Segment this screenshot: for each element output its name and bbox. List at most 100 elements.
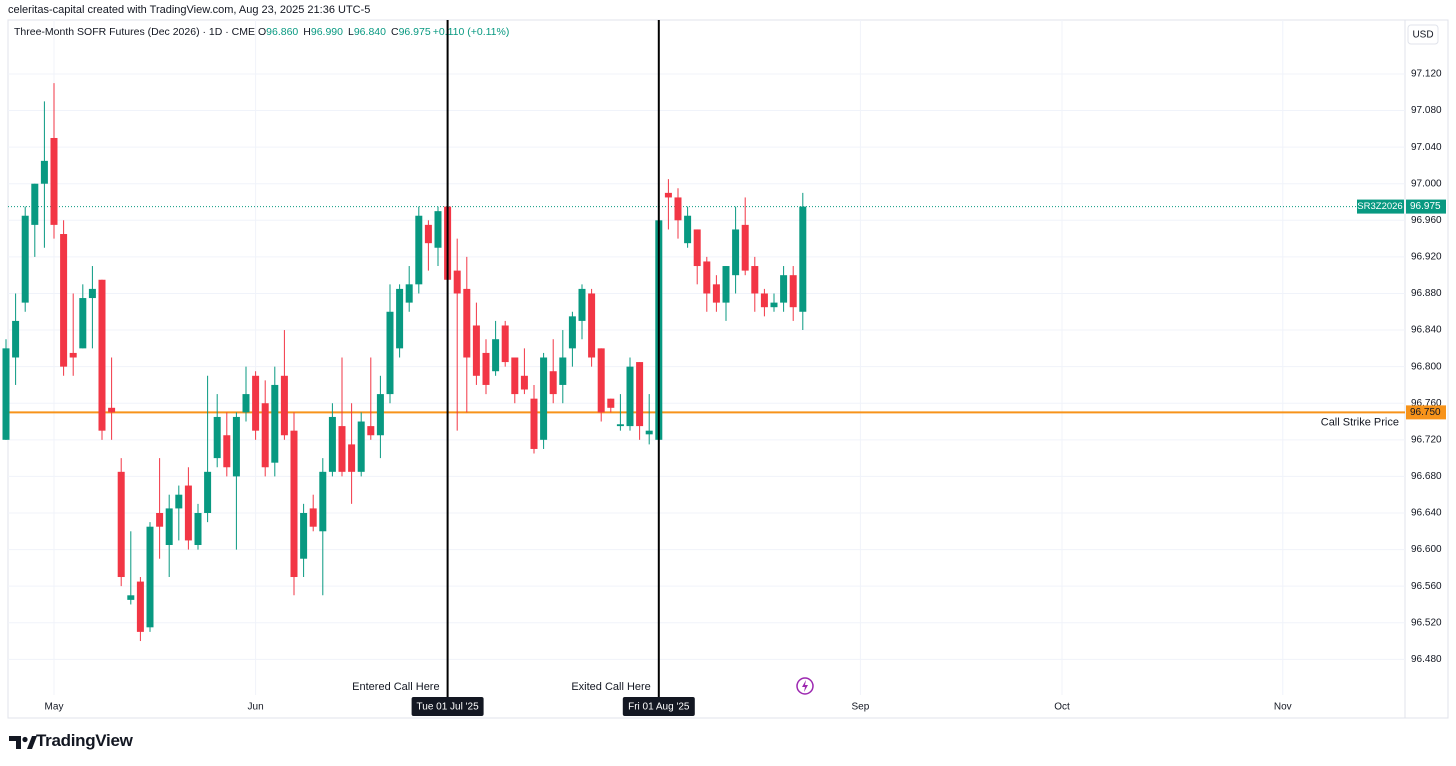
candle-body — [40, 160, 48, 184]
candle-body — [549, 371, 557, 395]
y-tick-label: 96.720 — [1411, 434, 1442, 445]
candle-body — [501, 325, 509, 363]
currency-box[interactable] — [1407, 24, 1439, 45]
candle-body — [674, 197, 682, 221]
watermark: celeritas-capital created with TradingVi… — [8, 4, 371, 16]
candle-body — [492, 339, 500, 372]
candle-body — [204, 471, 212, 513]
candle-body — [127, 595, 135, 600]
y-tick-label: 97.000 — [1411, 178, 1442, 189]
x-tick-label: Fri 01 Aug '25 — [628, 702, 690, 713]
candle-body — [69, 352, 77, 358]
candle-body — [88, 288, 96, 299]
candle-body — [693, 229, 701, 267]
candle-body — [568, 316, 576, 349]
y-tick-label: 96.680 — [1411, 471, 1442, 482]
last-price-label: 96.975 — [1410, 201, 1441, 212]
candle-body — [760, 293, 768, 308]
y-tick-label: 96.520 — [1411, 617, 1442, 628]
y-tick-label: 97.120 — [1411, 69, 1442, 80]
x-tick-label: Jun — [248, 702, 264, 713]
candle-body — [664, 192, 672, 198]
candle-body — [12, 320, 20, 358]
candle-body — [453, 270, 461, 294]
candle-body — [213, 416, 221, 459]
y-tick-label: 96.600 — [1411, 544, 1442, 555]
candle-body — [328, 416, 336, 472]
candle-body — [367, 426, 375, 436]
legend-key: H — [303, 26, 311, 38]
candle-body — [300, 512, 308, 559]
y-tick-label: 96.480 — [1411, 654, 1442, 665]
grid — [8, 20, 1405, 695]
candle-body — [463, 288, 471, 358]
candle-body — [146, 526, 154, 628]
candle-body — [520, 375, 528, 390]
candle-body — [722, 266, 730, 303]
candle-body — [559, 357, 567, 385]
candle-body — [684, 215, 692, 244]
alert-icon[interactable] — [796, 677, 814, 695]
symbol-box — [1357, 199, 1404, 214]
candle-body — [588, 293, 596, 358]
last-price-box — [1406, 199, 1446, 214]
candle-body — [511, 357, 519, 395]
y-tick-label: 96.960 — [1411, 215, 1442, 226]
candle-body — [156, 512, 164, 527]
candle-body — [789, 275, 797, 308]
x-tick-label: Nov — [1274, 702, 1292, 713]
legend-key: L — [348, 26, 354, 38]
candle-body — [338, 426, 346, 472]
candle-body — [290, 430, 298, 578]
candle-body — [540, 357, 548, 440]
y-tick-label: 96.880 — [1411, 288, 1442, 299]
candle-body — [376, 394, 384, 436]
legend-value: 96.990 — [310, 26, 343, 38]
y-tick-label: 97.040 — [1411, 142, 1442, 153]
candle-body — [636, 362, 644, 427]
candle-body — [21, 215, 29, 303]
legend-key: C — [390, 26, 399, 38]
y-tick-label: 97.080 — [1411, 105, 1442, 116]
y-tick-label: 96.840 — [1411, 325, 1442, 336]
candle-body — [712, 284, 720, 303]
candle-body — [271, 384, 279, 463]
candle-body — [2, 348, 10, 440]
marker-text: Entered Call Here — [352, 681, 439, 693]
y-tick-label: 96.640 — [1411, 508, 1442, 519]
candle-body — [136, 581, 144, 632]
candle-body — [79, 298, 87, 349]
candle-body — [597, 348, 605, 413]
legend-value: 96.975 — [398, 26, 431, 38]
marker-text: Exited Call Here — [571, 681, 650, 693]
candle-body — [223, 435, 231, 468]
candle-body — [175, 494, 183, 509]
candle-body — [319, 471, 327, 532]
candle-body — [309, 508, 317, 527]
brand: TradingView — [36, 731, 133, 750]
candle-body — [607, 398, 615, 408]
candle-body — [261, 403, 269, 468]
legend-change: +0.110 (+0.11%) — [432, 26, 510, 38]
candle-body — [184, 485, 192, 541]
candle-body — [396, 288, 404, 349]
candle-body — [348, 444, 356, 472]
x-tick-label: Oct — [1054, 702, 1070, 713]
candle-body — [252, 375, 260, 431]
candle-body — [165, 508, 173, 545]
candle-body — [31, 183, 39, 225]
logo-icon — [9, 736, 37, 749]
candle-body — [405, 284, 413, 303]
x-tick-highlight — [622, 697, 695, 716]
candle-body — [741, 224, 749, 271]
candle-body — [232, 416, 240, 477]
candle-body — [703, 261, 711, 294]
candle-body — [98, 279, 106, 431]
y-tick-label: 96.560 — [1411, 581, 1442, 592]
x-tick-label: Tue 01 Jul '25 — [417, 702, 480, 713]
legend-value: 96.840 — [353, 26, 386, 38]
strike-price-label: 96.750 — [1410, 407, 1441, 418]
candle-body — [616, 424, 624, 427]
candle-body — [108, 407, 116, 413]
